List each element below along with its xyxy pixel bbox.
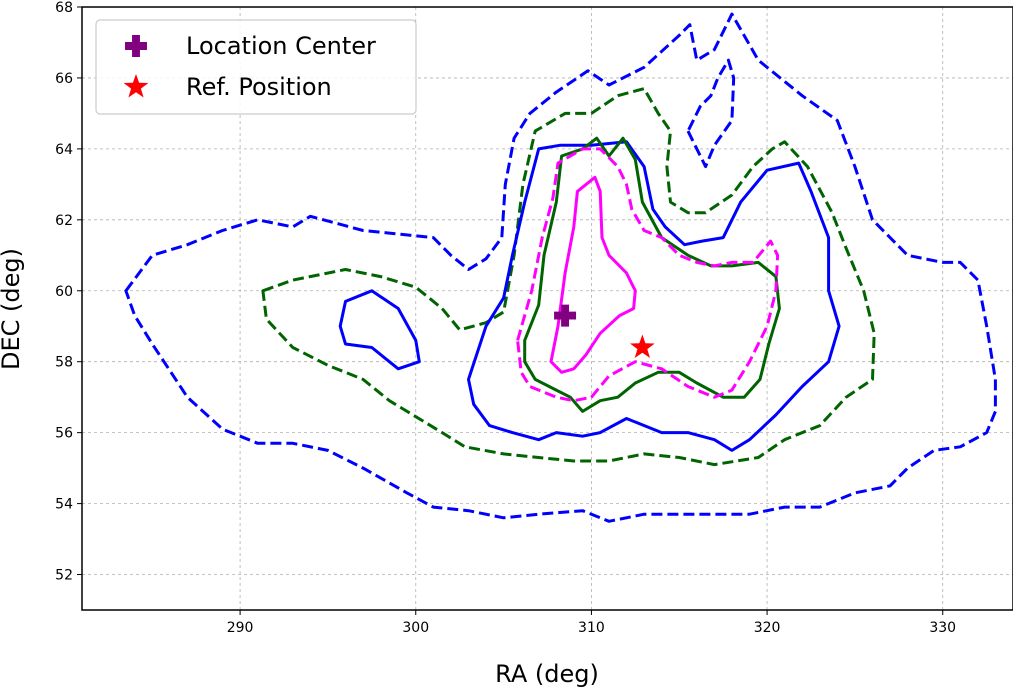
y-tick-label-4: 60 xyxy=(55,284,73,300)
y-tick-label-0: 52 xyxy=(55,568,73,584)
contour-1 xyxy=(686,58,736,169)
legend-plus-icon xyxy=(125,35,147,57)
contour-layer xyxy=(124,12,997,523)
x-tick-label-3: 320 xyxy=(754,620,781,636)
tick-layer: 290 300 310 320 330 52 54 56 58 60 62 64 66 68 xyxy=(55,0,956,636)
contour-7 xyxy=(549,175,637,374)
legend: Location Center Ref. Position xyxy=(95,19,417,115)
x-tick-label-2: 310 xyxy=(578,620,605,636)
location-center-marker xyxy=(554,304,577,327)
y-axis-label: DEC (deg) xyxy=(0,248,25,370)
ref-position-marker xyxy=(630,334,655,358)
plot-frame xyxy=(81,6,1013,611)
point-layer xyxy=(554,304,655,358)
contour-5 xyxy=(523,136,781,413)
y-tick-label-6: 64 xyxy=(55,142,73,158)
grid-layer xyxy=(82,6,1013,610)
x-tick-label-1: 300 xyxy=(402,620,429,636)
x-tick-label-0: 290 xyxy=(227,620,254,636)
contour-3 xyxy=(467,140,841,452)
legend-box xyxy=(95,19,417,115)
y-tick-label-5: 62 xyxy=(55,213,73,229)
contour-2 xyxy=(261,87,876,467)
y-tick-label-7: 66 xyxy=(55,71,73,87)
y-tick-label-2: 56 xyxy=(55,426,73,442)
y-tick-label-1: 54 xyxy=(55,497,73,513)
contour-4 xyxy=(338,289,421,371)
legend-label-ref-position: Ref. Position xyxy=(186,73,332,101)
contour-6 xyxy=(516,147,780,403)
x-tick-label-4: 330 xyxy=(929,620,956,636)
legend-star-icon xyxy=(123,74,149,98)
y-tick-label-8: 68 xyxy=(55,0,73,16)
contour-0 xyxy=(124,12,997,523)
x-axis-label: RA (deg) xyxy=(495,660,599,688)
legend-label-location-center: Location Center xyxy=(186,32,376,60)
y-tick-label-3: 58 xyxy=(55,355,73,371)
